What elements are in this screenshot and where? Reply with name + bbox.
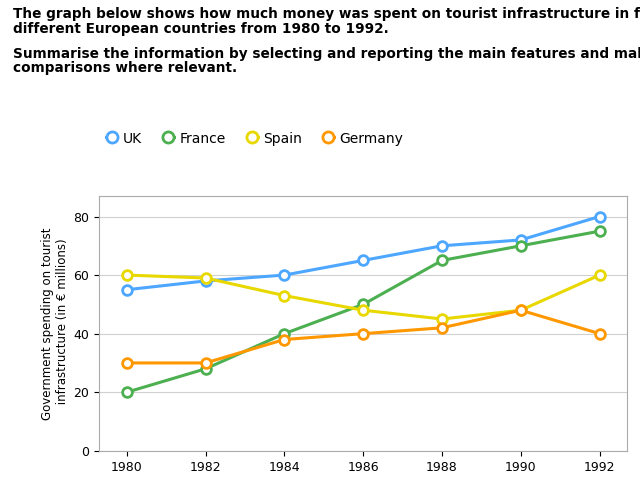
Y-axis label: Government spending on tourist
 infrastructure (in € millions): Government spending on tourist infrastru… — [42, 227, 69, 419]
Text: comparisons where relevant.: comparisons where relevant. — [13, 61, 237, 75]
Text: different European countries from 1980 to 1992.: different European countries from 1980 t… — [13, 22, 388, 36]
Legend: UK, France, Spain, Germany: UK, France, Spain, Germany — [106, 132, 403, 146]
Text: The graph below shows how much money was spent on tourist infrastructure in four: The graph below shows how much money was… — [13, 7, 640, 22]
Text: Summarise the information by selecting and reporting the main features and make: Summarise the information by selecting a… — [13, 47, 640, 61]
